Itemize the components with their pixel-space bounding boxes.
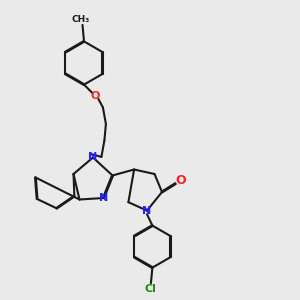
Text: CH₃: CH₃: [71, 15, 89, 24]
Text: N: N: [142, 206, 152, 216]
Text: N: N: [99, 193, 108, 203]
Text: O: O: [91, 91, 100, 101]
Text: Cl: Cl: [144, 284, 156, 294]
Text: N: N: [88, 152, 98, 163]
Text: O: O: [176, 174, 186, 187]
